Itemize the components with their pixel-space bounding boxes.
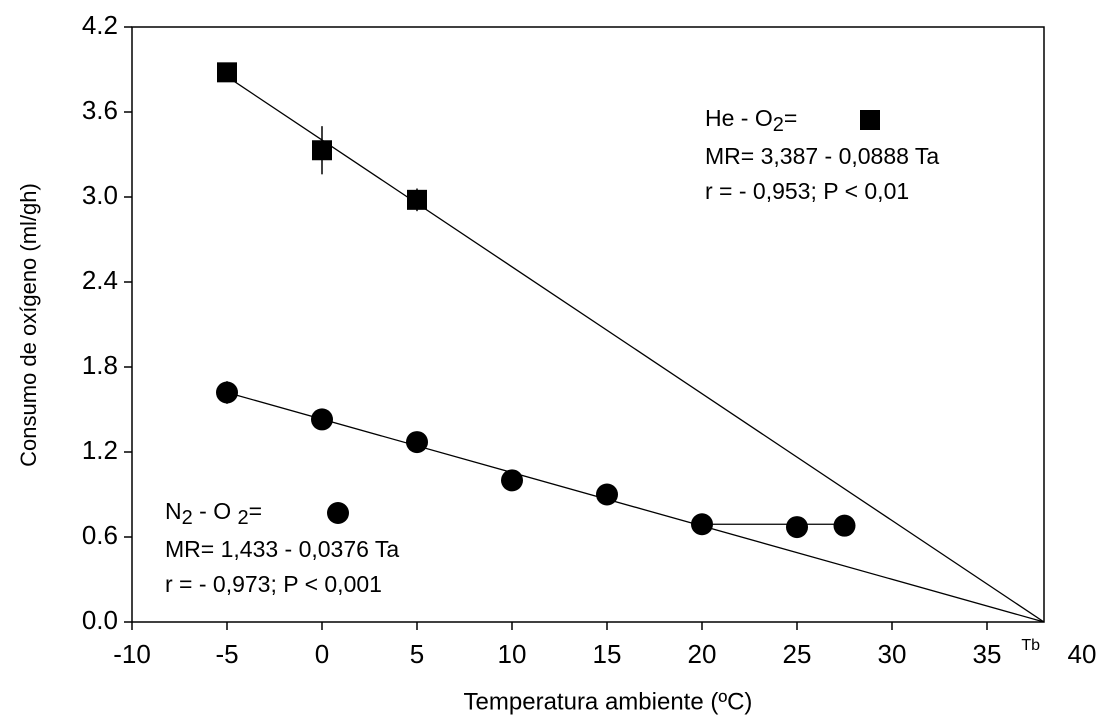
- fit-line: [226, 76, 1045, 623]
- data-point: [833, 514, 856, 537]
- data-point: [406, 431, 428, 454]
- data-point: [596, 483, 618, 506]
- y-tick-label: 4.2: [82, 10, 118, 40]
- legend-marker: [860, 110, 880, 130]
- legend-label: He - O2=: [705, 105, 797, 136]
- x-tick-label: -10: [113, 639, 151, 669]
- data-point: [216, 381, 238, 404]
- y-tick-label: 3.0: [82, 180, 118, 210]
- x-tick-label: 40: [1068, 639, 1097, 669]
- data-point: [311, 408, 333, 431]
- x-tick-label: 5: [410, 639, 424, 669]
- legend-label-part: =: [784, 105, 797, 131]
- y-tick-label: 3.6: [82, 95, 118, 125]
- legend-label-part: =: [249, 498, 262, 524]
- legend-label-part: 2: [773, 114, 784, 136]
- equation: MR= 1,433 - 0,0376 Ta: [165, 536, 399, 562]
- stats: r = - 0,953; P < 0,01: [705, 178, 909, 204]
- data-point: [691, 513, 713, 536]
- x-tick-label: 35: [973, 639, 1002, 669]
- x-axis-title: Temperatura ambiente (ºC): [464, 688, 753, 715]
- fit-line: [226, 391, 1045, 623]
- legend-marker: [327, 502, 349, 524]
- y-tick-label: 1.2: [82, 435, 118, 465]
- x-tick-label: 25: [783, 639, 812, 669]
- x-tick-label: -5: [215, 639, 238, 669]
- y-tick-label: 0.6: [82, 520, 118, 550]
- legend-label-part: - O: [193, 498, 238, 524]
- x-tick-label: 20: [688, 639, 717, 669]
- annotation: Tb: [1021, 637, 1040, 654]
- legend-label-part: He - O: [705, 105, 773, 131]
- legend-label-part: 2: [182, 507, 193, 529]
- x-tick-label: 10: [498, 639, 527, 669]
- stats: r = - 0,973; P < 0,001: [165, 571, 382, 597]
- y-axis-title: Consumo de oxígeno (ml/gh): [16, 183, 41, 467]
- plot-frame: [131, 26, 1045, 623]
- x-tick-label: 0: [315, 639, 329, 669]
- equation: MR= 3,387 - 0,0888 Ta: [705, 143, 939, 169]
- x-tick-label: 30: [878, 639, 907, 669]
- x-tick-label: 15: [593, 639, 622, 669]
- data-point: [407, 189, 427, 210]
- legend-label: N2 - O 2=: [165, 498, 262, 529]
- y-tick-label: 2.4: [82, 265, 118, 295]
- data-point: [786, 516, 808, 539]
- data-point: [217, 62, 237, 83]
- data-point: [501, 469, 523, 492]
- y-tick-label: 1.8: [82, 350, 118, 380]
- y-tick-label: 0.0: [82, 605, 118, 635]
- data-point: [312, 140, 332, 161]
- legend-label-part: 2: [237, 507, 248, 529]
- legend-label-part: N: [165, 498, 182, 524]
